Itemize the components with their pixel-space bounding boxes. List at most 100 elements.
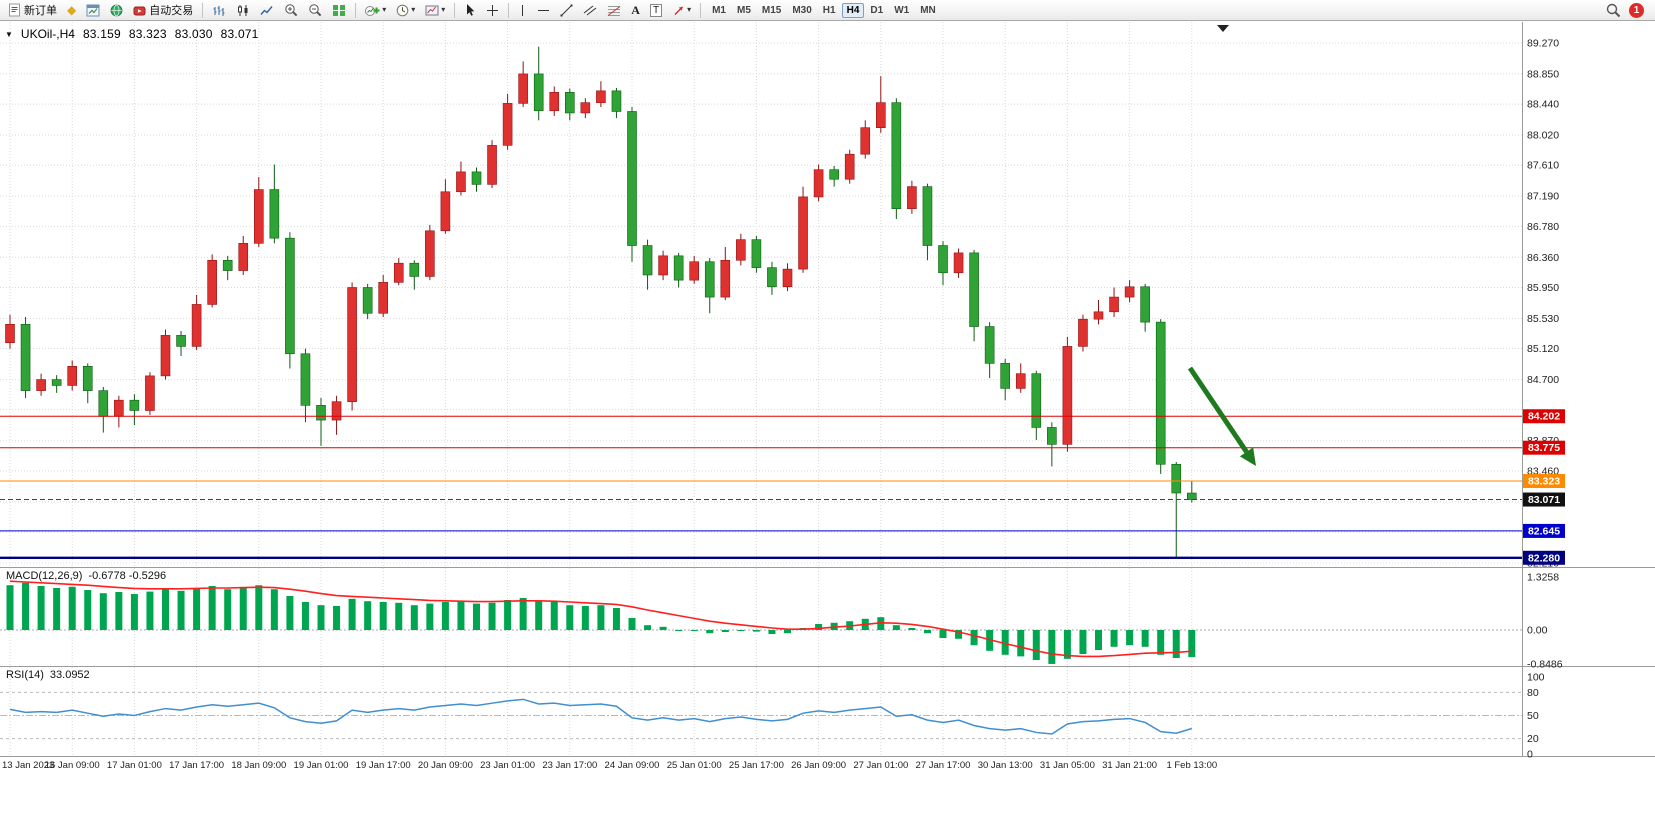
timeframe-button-m1[interactable]: M1 <box>712 4 726 16</box>
toolbar-separator <box>355 2 357 18</box>
timeframe-group: M1 M5 M15 M30 H1 H4 D1 W1 MN <box>707 2 941 18</box>
svg-text:84.202: 84.202 <box>1528 411 1560 423</box>
svg-text:13 Jan 2023: 13 Jan 2023 <box>2 760 54 771</box>
notification-badge[interactable]: 1 <box>1629 2 1644 18</box>
zoom-in-icon <box>285 4 298 17</box>
chart-window-icon <box>86 4 100 16</box>
svg-text:0.00: 0.00 <box>1527 625 1548 637</box>
price-badges: 84.202 83.775 83.323 83.071 82.645 82.280 <box>1523 409 1565 565</box>
periods-button[interactable]: ▾ <box>392 0 419 21</box>
timeframe-button-m30[interactable]: M30 <box>792 4 812 16</box>
candles <box>5 46 1197 558</box>
fibonacci-icon <box>607 5 621 16</box>
fibonacci-button[interactable] <box>603 0 625 21</box>
line-chart-mode-button[interactable] <box>256 0 278 21</box>
trendline-button[interactable] <box>556 0 577 21</box>
clock-icon <box>396 4 409 16</box>
indicators-button[interactable]: ▾ <box>361 0 390 21</box>
toolbar-separator <box>508 2 510 18</box>
text-button[interactable]: A <box>627 0 644 21</box>
symbols-button[interactable]: ◆ <box>63 0 80 21</box>
tile-windows-icon <box>333 4 346 16</box>
ohlc-close: 83.071 <box>220 27 259 41</box>
chart-shift-marker[interactable] <box>1217 25 1229 32</box>
toolbar-separator <box>202 2 204 18</box>
svg-text:84.700: 84.700 <box>1527 374 1559 386</box>
macd-label: MACD(12,26,9) -0.6778 -0.5296 <box>6 570 166 582</box>
label-button[interactable]: T <box>646 0 666 21</box>
horizontal-level-lines[interactable] <box>0 415 1522 559</box>
svg-text:86.780: 86.780 <box>1527 221 1559 233</box>
svg-text:23 Jan 01:00: 23 Jan 01:00 <box>480 760 535 771</box>
crosshair-icon <box>487 4 499 16</box>
indicators-icon <box>365 5 380 16</box>
market-button[interactable] <box>106 0 127 21</box>
svg-text:88.020: 88.020 <box>1527 130 1559 142</box>
ohlc-low: 83.030 <box>174 27 213 41</box>
channel-button[interactable] <box>579 0 601 21</box>
macd-name: MACD(12,26,9) <box>6 570 83 582</box>
chevron-down-icon: ▾ <box>411 5 416 14</box>
arrows-button[interactable]: ▾ <box>668 0 695 21</box>
timeframe-button-m5[interactable]: M5 <box>736 4 751 16</box>
templates-button[interactable]: ▾ <box>421 0 449 21</box>
candlestick-mode-button[interactable] <box>232 0 254 21</box>
timeframe-button-mn[interactable]: MN <box>920 4 936 16</box>
search-icon[interactable] <box>1606 3 1621 18</box>
green-globe-icon <box>110 4 123 16</box>
cursor-button[interactable] <box>460 0 480 21</box>
svg-text:82.280: 82.280 <box>1528 552 1560 564</box>
zoom-out-button[interactable] <box>304 0 326 21</box>
text-tool-icon: A <box>631 2 640 17</box>
ohlc-open: 83.159 <box>82 27 121 41</box>
svg-text:86.360: 86.360 <box>1527 252 1559 264</box>
svg-text:88.440: 88.440 <box>1527 99 1559 111</box>
new-order-button[interactable]: 新订单 <box>4 0 61 21</box>
timeframe-button-m15[interactable]: M15 <box>761 4 782 16</box>
tile-windows-button[interactable] <box>328 0 350 21</box>
chevron-down-icon: ▾ <box>382 5 387 14</box>
trendline-icon <box>560 4 573 16</box>
toolbar-separator <box>454 2 456 18</box>
chart-background <box>0 22 1655 824</box>
pane-separators <box>0 22 1655 757</box>
timeframe-button-h1[interactable]: H1 <box>822 4 836 16</box>
vertical-line-icon <box>522 4 524 16</box>
new-order-label: 新订单 <box>24 5 57 17</box>
svg-text:85.120: 85.120 <box>1527 343 1559 355</box>
trend-arrow[interactable] <box>1187 366 1256 466</box>
zoom-in-button[interactable] <box>280 0 302 21</box>
crosshair-button[interactable] <box>482 0 503 21</box>
svg-text:88.850: 88.850 <box>1527 68 1559 80</box>
rsi-scale[interactable]: 100 80 50 20 0 <box>1527 672 1545 761</box>
svg-text:17 Jan 17:00: 17 Jan 17:00 <box>169 760 224 771</box>
svg-text:24 Jan 09:00: 24 Jan 09:00 <box>605 760 660 771</box>
rsi-values: 33.0952 <box>49 669 90 681</box>
timeframe-button-h4[interactable]: H4 <box>841 2 865 18</box>
svg-text:17 Jan 01:00: 17 Jan 01:00 <box>107 760 162 771</box>
svg-text:31 Jan 21:00: 31 Jan 21:00 <box>1102 760 1157 771</box>
toolbar-right: 1 <box>1606 2 1652 18</box>
macd-scale[interactable]: 1.3258 0.00 -0.8486 <box>1527 571 1563 670</box>
timeframe-button-w1[interactable]: W1 <box>894 4 910 16</box>
svg-text:85.530: 85.530 <box>1527 313 1559 325</box>
auto-trading-button[interactable]: 自动交易 <box>129 0 197 21</box>
new-chart-button[interactable] <box>82 0 104 21</box>
svg-text:18 Jan 09:00: 18 Jan 09:00 <box>231 760 286 771</box>
diamond-icon: ◆ <box>67 3 77 17</box>
timeframe-button-d1[interactable]: D1 <box>870 4 884 16</box>
horizontal-line-button[interactable] <box>533 0 554 21</box>
svg-text:19 Jan 01:00: 19 Jan 01:00 <box>294 760 349 771</box>
svg-text:25 Jan 01:00: 25 Jan 01:00 <box>667 760 722 771</box>
svg-text:1.3258: 1.3258 <box>1527 571 1559 583</box>
bar-chart-mode-button[interactable] <box>208 0 230 21</box>
chart-title: ▼ UKOil-,H4 83.159 83.323 83.030 83.071 <box>5 27 259 41</box>
line-chart-icon <box>260 5 273 15</box>
svg-text:100: 100 <box>1527 672 1545 684</box>
zoom-out-icon <box>309 4 322 17</box>
auto-trading-icon <box>133 6 146 15</box>
collapse-arrow-icon[interactable]: ▼ <box>5 29 13 39</box>
vertical-line-button[interactable] <box>514 0 531 21</box>
